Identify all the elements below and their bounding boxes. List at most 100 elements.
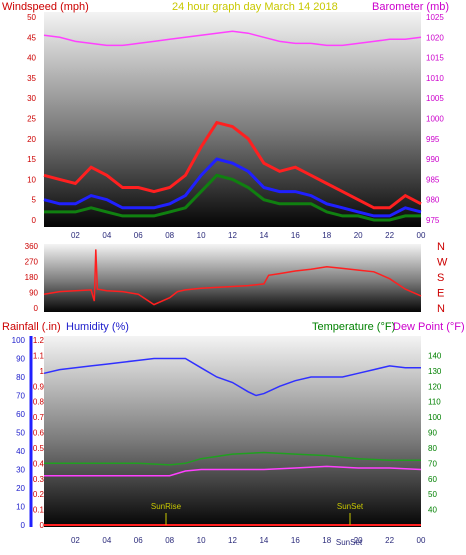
sun-annotation: SunSet [336, 538, 363, 547]
humidity-tick: 50 [16, 429, 25, 438]
dewpoint-line [44, 465, 422, 477]
x-tick: 18 [322, 536, 331, 545]
windspeed-tick: 10 [27, 175, 36, 184]
rainfall-tick: 0.9 [33, 382, 45, 391]
temperature-tick: 130 [428, 367, 442, 376]
x-tick: 06 [134, 231, 143, 240]
barometer-tick: 985 [426, 175, 440, 184]
x-tick: 04 [102, 231, 111, 240]
graph-header: 24 hour graph day March 14 2018 [172, 1, 338, 13]
direction-tick: 0 [34, 304, 39, 313]
humidity-tick: 10 [16, 503, 25, 512]
direction-plot-area [44, 244, 421, 312]
x-tick: 08 [165, 536, 174, 545]
temperature-tick: 60 [428, 475, 437, 484]
temperature-tick: 110 [428, 398, 441, 407]
windspeed-tick: 25 [27, 115, 36, 124]
wind-average-line [43, 157, 422, 218]
humidity-tick: 0 [21, 521, 26, 530]
humidity-tick: 40 [16, 447, 25, 456]
temperature-tick: 90 [428, 429, 437, 438]
rainfall-tick: 0.1 [33, 506, 45, 515]
temperature-tick: 140 [428, 351, 442, 360]
wind-barometer-panel: Windspeed (mph) 24 hour graph day March … [2, 1, 449, 240]
x-tick: 04 [102, 536, 111, 545]
compass-label: E [437, 288, 444, 300]
x-tick: 20 [354, 536, 363, 545]
x-tick: 12 [228, 231, 237, 240]
x-tick: 02 [71, 536, 80, 545]
humidity-tick: 20 [16, 484, 25, 493]
rainfall-tick: 0.7 [33, 413, 45, 422]
x-tick: 14 [259, 231, 268, 240]
direction-tick: 90 [29, 289, 38, 298]
windspeed-tick: 35 [27, 74, 36, 83]
rainfall-tick: 0.3 [33, 475, 45, 484]
x-tick: 16 [291, 536, 300, 545]
barometer-tick: 995 [426, 135, 440, 144]
barometer-tick: 1025 [426, 13, 444, 22]
humidity-axis-label: Humidity (%) [66, 321, 129, 333]
humidity-line [43, 357, 421, 397]
rainfall-tick: 0.5 [33, 444, 45, 453]
rainfall-tick: 0 [40, 521, 45, 530]
humidity-tick: 60 [16, 410, 25, 419]
compass-label: S [437, 272, 444, 284]
x-tick: 06 [134, 536, 143, 545]
temperature-tick: 40 [428, 506, 437, 515]
barometer-line [43, 30, 422, 47]
rainfall-tick: 1.2 [33, 336, 45, 345]
rainfall-tick: 0.4 [33, 459, 45, 468]
wind-direction-line [43, 249, 422, 306]
dewpoint-axis-label: Dew Point (°F) [393, 321, 465, 333]
rainfall-tick: 1 [40, 367, 45, 376]
humidity-tick: 80 [16, 373, 25, 382]
temperature-line [44, 451, 421, 466]
rain-humidity-temperature-panel: Rainfall (.in) Humidity (%) Temperature … [2, 321, 465, 547]
temperature-tick: 80 [428, 444, 437, 453]
temperature-plot-area [44, 336, 421, 527]
barometer-tick: 1020 [426, 33, 444, 42]
temperature-axis-label: Temperature (°F) [312, 321, 395, 333]
wind-gust-line [43, 120, 422, 210]
x-tick: 10 [197, 231, 206, 240]
barometer-tick: 1015 [426, 54, 444, 63]
direction-tick: 180 [25, 273, 39, 282]
x-tick: 16 [291, 231, 300, 240]
humidity-tick: 100 [12, 336, 26, 345]
humidity-tick: 90 [16, 355, 25, 364]
windspeed-tick: 0 [32, 216, 37, 225]
sun-annotation: SunRise [151, 502, 182, 511]
barometer-tick: 1010 [426, 74, 444, 83]
barometer-tick: 975 [426, 216, 440, 225]
x-tick: 08 [165, 231, 174, 240]
temperature-tick: 70 [428, 459, 437, 468]
windspeed-tick: 40 [27, 54, 36, 63]
humidity-tick: 30 [16, 466, 25, 475]
x-tick: 20 [354, 231, 363, 240]
x-tick: 00 [417, 231, 426, 240]
x-tick: 18 [322, 231, 331, 240]
x-tick: 22 [385, 536, 394, 545]
x-tick: 12 [228, 536, 237, 545]
x-tick: 00 [417, 536, 426, 545]
temperature-tick: 120 [428, 382, 442, 391]
compass-label: N [437, 241, 445, 253]
x-tick: 22 [385, 231, 394, 240]
windspeed-tick: 15 [27, 155, 36, 164]
barometer-tick: 1000 [426, 115, 444, 124]
direction-tick: 270 [25, 258, 39, 267]
barometer-axis-label: Barometer (mb) [372, 1, 449, 13]
rainfall-tick: 0.8 [33, 398, 45, 407]
rainfall-tick: 1.1 [33, 351, 45, 360]
x-tick: 14 [259, 536, 268, 545]
windspeed-tick: 50 [27, 13, 36, 22]
windspeed-tick: 20 [27, 135, 36, 144]
rainfall-tick: 0.6 [33, 429, 45, 438]
sun-annotation: SunSet [337, 502, 364, 511]
temperature-tick: 50 [428, 490, 437, 499]
barometer-tick: 990 [426, 155, 440, 164]
